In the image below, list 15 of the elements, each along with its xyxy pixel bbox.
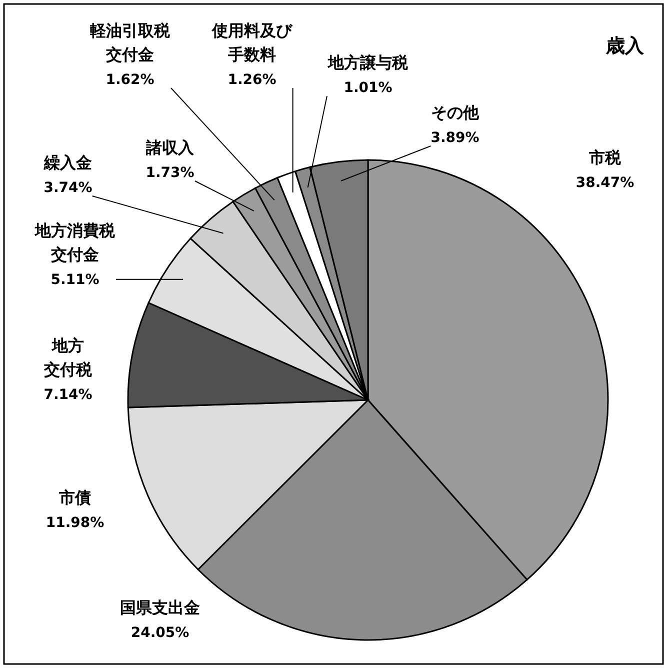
data-label: 1.01%: [344, 80, 392, 96]
slice-label: 繰入金: [43, 153, 92, 172]
data-label: 5.11%: [50, 272, 100, 288]
data-label: 1.73%: [146, 165, 194, 181]
slice-label: 軽油引取税交付金: [89, 21, 171, 64]
slice-label: 使用料及び手数料: [211, 21, 293, 64]
slice-label: 諸収入: [145, 138, 195, 157]
slice-label: 地方譲与税: [327, 53, 409, 72]
data-label: 3.89%: [430, 130, 480, 146]
slice-label: 地方消費税交付金: [34, 221, 116, 264]
text: 歳入: [605, 35, 645, 57]
slice-label: その他: [431, 103, 480, 122]
data-label: 1.62%: [106, 72, 154, 88]
data-label: 1.26%: [228, 72, 276, 88]
data-label: 3.74%: [44, 180, 92, 196]
